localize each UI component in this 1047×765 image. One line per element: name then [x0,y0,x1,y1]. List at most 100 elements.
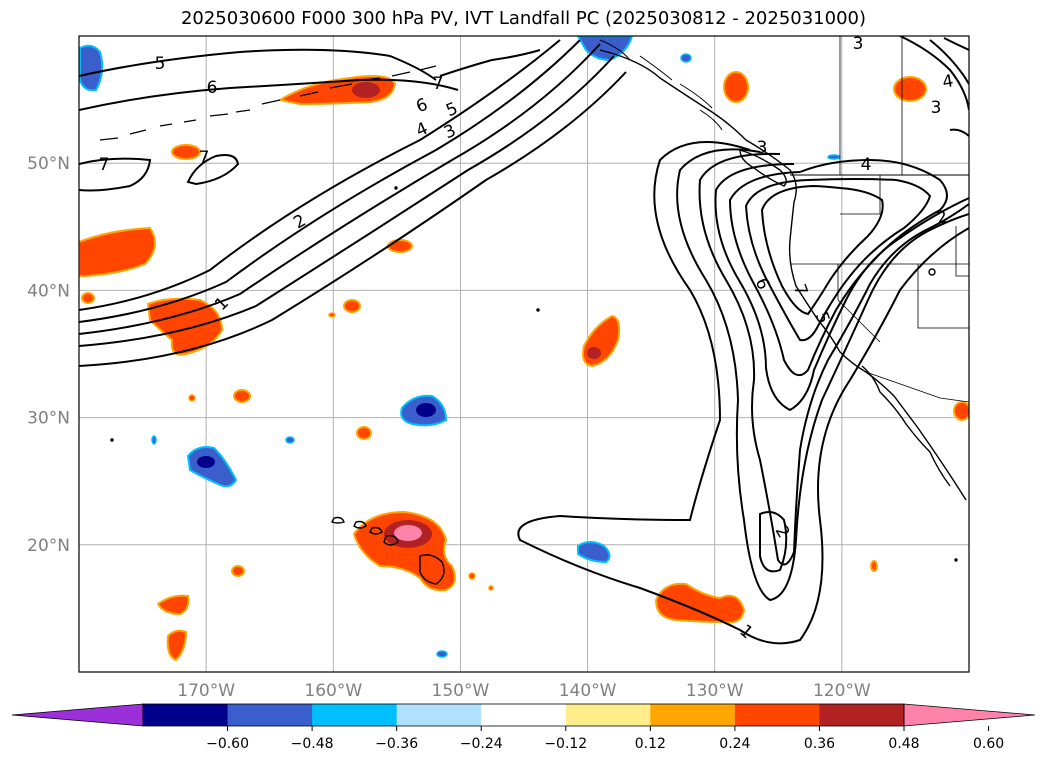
plot-frame [78,35,970,673]
pv-positive-blob [188,394,196,402]
map-title: 2025030600 F000 300 hPa PV, IVT Landfall… [180,8,867,29]
colorbar-tick-label: 0.12 [635,736,666,752]
pv-positive-blob [953,401,969,421]
state-border [955,226,969,277]
vancouver-island [739,149,787,187]
pv-positive-blob [654,582,746,624]
lat-label: 30°N [27,409,70,429]
contour-label: 7 [99,155,110,175]
lon-label: 150°W [432,681,490,701]
contour-label: 4 [861,155,872,175]
pv-positive-blob [723,71,749,103]
pv-negative-core [197,456,215,468]
longitude-labels: 170°W 160°W 150°W 140°W 130°W 120°W [177,681,871,701]
colorbar-tick-label: −0.48 [291,736,334,752]
lon-label: 130°W [686,681,744,701]
hawaii-island [331,516,345,524]
colorbar-segment [143,704,229,726]
pv-positive-peak [394,525,422,541]
pv-positive-blob [81,292,95,304]
colorbar-tick-labels: −0.60 −0.48 −0.36 −0.24 −0.12 0.12 0.24 0.36 0.4… [206,726,1004,752]
plot-area [79,36,969,672]
colorbar-segment [734,704,820,726]
pv-negative-blob [79,44,104,92]
colorbar-tick-label: 0.60 [973,736,1004,752]
coastline-baja [861,365,951,487]
contour-line [79,43,601,335]
alaska-coast [599,39,723,131]
pv-anomaly-fills [79,36,969,662]
state-border [840,175,881,215]
hawaii-island [383,534,399,546]
contour-line [728,158,948,377]
hawaii-island [369,526,383,535]
pv-negative-blob [151,435,157,445]
pv-positive-blob [233,389,251,403]
pv-negative-blob [577,541,611,564]
contour-label: 4 [941,71,955,93]
contour-line [79,55,615,347]
pv-negative-blob [680,53,692,63]
lon-label: 140°W [559,681,617,701]
colorbar-segment [481,704,567,726]
coastline-bc [599,49,967,501]
contour-line [439,49,541,77]
pv-negative-blob [827,154,841,160]
pv-positive-blob [356,426,372,440]
colorbar-tick-label: −0.36 [375,736,418,752]
pv-positive-blob [343,299,361,313]
colorbar-extend-max [903,703,1036,727]
contour-line [949,128,969,137]
contour-line [79,71,627,367]
contour-label: 3 [853,34,864,54]
contour-label: 7 [433,74,444,94]
latitude-labels: 50°N 40°N 30°N 20°N [27,154,70,556]
pv-positive-core [587,347,601,359]
colorbar-segment [565,704,651,726]
colorbar-tick-label: −0.24 [460,736,503,752]
contour-line [759,511,788,573]
colorbar-tick-label: 0.48 [888,736,919,752]
pv-negative-core [416,403,436,417]
lat-label: 50°N [27,154,70,174]
lon-label: 120°W [813,681,871,701]
pv-positive-blob [328,312,336,318]
contour-line [186,154,240,186]
state-border [917,264,969,329]
colorbar-segment [650,704,736,726]
coastlines [99,36,969,585]
pv-positive-blob [870,560,878,572]
contour-line [517,141,969,645]
contour-line [744,178,932,342]
colorbar-tick-label: 0.36 [804,736,835,752]
contour-label: 7 [199,148,210,168]
pv-positive-blob [468,572,476,580]
border-us-mexico [865,371,969,403]
colorbar-segment [312,704,398,726]
contour-label: 3 [931,98,942,118]
colorbar-tick-label: −0.12 [544,736,587,752]
contour-line [79,48,437,81]
pv-positive-blob [231,565,245,577]
contour-line [929,39,969,85]
contour-label: 3 [757,138,768,158]
colorbar-tick-label: −0.60 [206,736,249,752]
contour-label: 5 [155,54,166,74]
pv-negative-blob [186,446,238,488]
colorbar-segment [819,704,905,726]
contour-line [79,157,152,192]
hawaii-island [353,520,367,529]
hawaii-island [419,554,445,585]
contour-line [676,148,969,602]
pv-positive-blob [387,239,413,253]
lat-label: 40°N [27,281,70,301]
pv-positive-blob [156,594,190,616]
pv-positive-blob [166,629,188,662]
contour-line [79,39,581,323]
contour-label: 2 [935,207,949,229]
contour-line [899,36,969,111]
lon-label: 170°W [177,681,235,701]
contour-line [943,37,969,51]
lon-label: 160°W [304,681,362,701]
